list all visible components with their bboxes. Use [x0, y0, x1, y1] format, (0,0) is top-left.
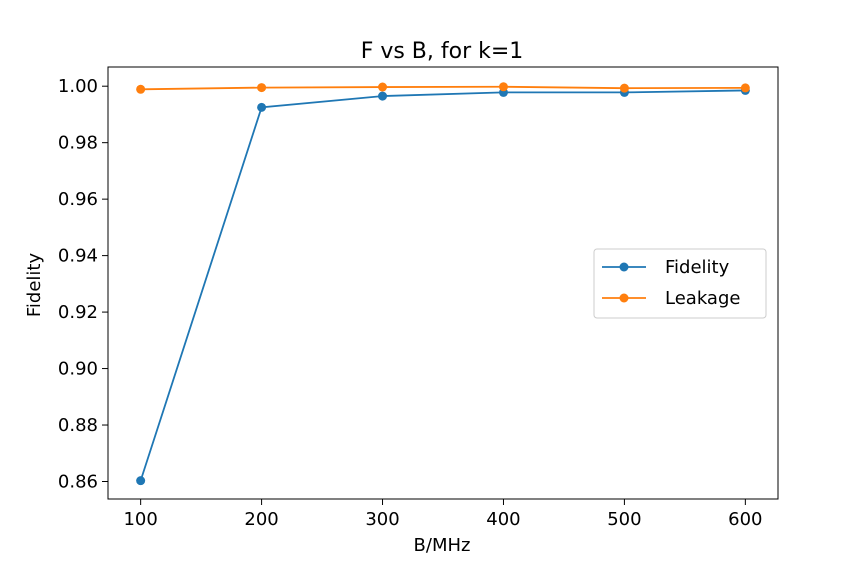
x-tick-label: 500 — [607, 509, 641, 530]
series-line-leakage — [140, 85, 746, 91]
y-tick-label: 0.96 — [58, 189, 98, 210]
data-point-leakage — [740, 83, 750, 93]
data-point-leakage — [257, 83, 267, 93]
y-tick-label: 0.94 — [58, 246, 98, 267]
x-tick-label: 200 — [244, 509, 278, 530]
data-point-fidelity — [257, 102, 267, 112]
legend-label-fidelity: Fidelity — [665, 257, 730, 278]
data-point-leakage — [136, 84, 146, 94]
data-point-leakage — [498, 82, 508, 92]
x-axis-label: B/MHz — [414, 535, 471, 556]
y-tick-label: 1.00 — [58, 76, 98, 97]
y-tick-label: 0.98 — [58, 133, 98, 154]
y-tick-label: 0.92 — [58, 302, 98, 323]
plot-frame — [107, 66, 779, 500]
y-tick-label: 0.88 — [58, 415, 98, 436]
data-point-leakage — [378, 82, 388, 92]
data-point-leakage — [619, 83, 629, 93]
x-tick-label: 300 — [365, 509, 399, 530]
y-axis-label: Fidelity — [24, 253, 45, 318]
plot-area: 100 200 300 400 500 600 0.86 0.88 0.90 0.92 0.94 0.… — [58, 66, 779, 530]
legend-marker-fidelity — [619, 262, 629, 272]
data-point-fidelity — [378, 91, 388, 101]
legend-label-leakage: Leakage — [665, 288, 740, 309]
y-tick-label: 0.90 — [58, 359, 98, 380]
y-tick-label: 0.86 — [58, 471, 98, 492]
legend-marker-leakage — [619, 293, 629, 303]
data-point-fidelity — [136, 476, 146, 486]
chart-title: F vs B, for k=1 — [361, 39, 524, 64]
series-line-fidelity — [139, 89, 746, 481]
x-tick-label: 600 — [728, 509, 762, 530]
x-tick-label: 400 — [486, 509, 520, 530]
x-tick-label: 100 — [123, 509, 157, 530]
